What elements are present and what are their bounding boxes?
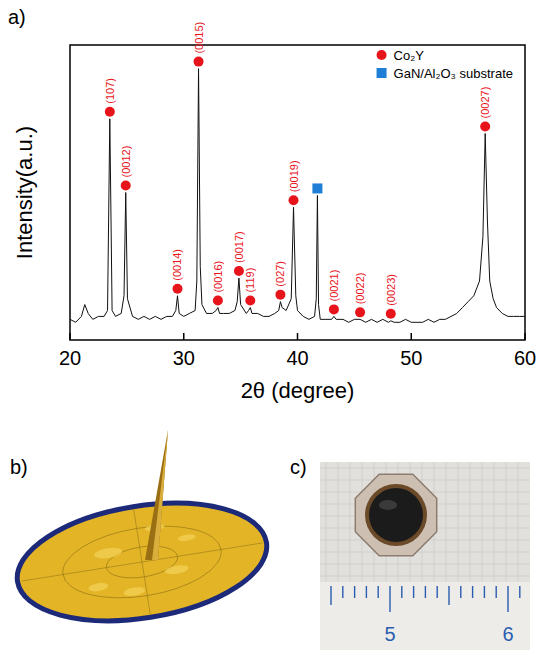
peak-label: (0014) — [171, 249, 183, 281]
peak-marker — [245, 296, 255, 306]
ruler-tick — [507, 586, 508, 612]
plot-area — [70, 57, 525, 323]
peak-marker — [172, 284, 182, 294]
peak-label: (0012) — [120, 146, 132, 178]
paper-grid — [320, 552, 530, 553]
peak-label: (0017) — [233, 231, 245, 263]
surface-texture — [177, 533, 196, 542]
surface-texture — [164, 564, 189, 576]
x-tick-label: 50 — [400, 347, 422, 369]
ruler-label: 6 — [502, 623, 513, 645]
peak-label: (0027) — [479, 87, 491, 119]
ruler-tick — [425, 586, 426, 598]
surface-texture — [94, 546, 123, 560]
surface-axis — [134, 509, 151, 616]
paper-grid — [320, 468, 530, 469]
x-tick — [524, 333, 526, 340]
panel-label: a) — [8, 6, 26, 28]
peak-label: (0021) — [328, 270, 340, 302]
peak-marker — [213, 296, 223, 306]
peak-label: (027) — [274, 261, 286, 287]
ruler-tick — [354, 586, 355, 598]
peak-marker — [275, 290, 285, 300]
legend-marker — [377, 50, 387, 60]
peak-marker — [355, 307, 365, 317]
surface-spike-highlight — [152, 430, 168, 560]
ruler-tick — [496, 586, 497, 598]
xrd-pattern — [70, 69, 525, 323]
ruler-tick — [484, 586, 485, 598]
legend-marker — [377, 68, 387, 78]
ruler — [320, 582, 530, 650]
photo: 56 — [320, 462, 530, 650]
panel-label: b) — [10, 456, 28, 478]
paper-grid — [320, 564, 530, 565]
surface-disc — [9, 487, 275, 637]
x-tick — [69, 333, 71, 340]
peak-label: (0016) — [212, 261, 224, 293]
peak-marker — [105, 107, 115, 117]
peak-marker — [312, 183, 322, 193]
ruler-tick — [413, 586, 414, 598]
ruler-tick — [366, 586, 367, 598]
y-axis-title: Intensity(a.u.) — [12, 126, 37, 259]
peak-marker — [329, 304, 339, 314]
peak-marker — [289, 195, 299, 205]
film-shine — [379, 500, 397, 510]
ruler-tick — [472, 586, 473, 598]
photo-paper — [320, 462, 530, 650]
paper-grid — [320, 480, 530, 481]
ruler-tick — [437, 586, 438, 598]
x-tick — [411, 333, 413, 340]
x-tick-label: 30 — [173, 347, 195, 369]
plot-frame — [70, 45, 525, 340]
ruler-tick — [460, 586, 461, 598]
paper-grid — [320, 576, 530, 577]
peak-marker — [386, 309, 396, 319]
ruler-tick — [330, 586, 331, 605]
peak-marker — [121, 181, 131, 191]
label-layer: (107) (0012) (0014) (0015) (0016) (0017) (119)… — [104, 22, 491, 306]
ruler-tick — [448, 586, 449, 605]
peak-label: (0023) — [385, 274, 397, 306]
x-tick-label: 40 — [286, 347, 308, 369]
peak-label: (119) — [244, 268, 256, 293]
surface-spike — [145, 430, 168, 560]
surface-texture — [88, 582, 109, 593]
ruler-tick — [519, 586, 520, 598]
peak-marker — [480, 122, 490, 132]
legend: Co₂Y GaN/Al₂O₃ substrate — [377, 48, 513, 81]
peak-label: (107) — [104, 78, 116, 104]
ruler-tick — [342, 586, 343, 598]
peak-label: (0019) — [288, 160, 300, 192]
surface-image — [9, 487, 275, 637]
substrate-piece — [355, 474, 436, 555]
figure: a) 20 30 40 50 60 2θ (degree) Intensity(a.u.) (1… — [0, 0, 546, 655]
x-tick — [297, 333, 299, 340]
peak-label: (0022) — [354, 273, 366, 305]
legend-label: Co₂Y — [394, 48, 425, 63]
film — [369, 488, 423, 542]
peak-marker — [194, 57, 204, 67]
panel-label: c) — [290, 456, 307, 478]
x-axis-title: 2θ (degree) — [241, 378, 355, 403]
ruler-label: 5 — [384, 623, 395, 645]
x-tick-label: 60 — [514, 347, 536, 369]
x-tick-label: 20 — [59, 347, 81, 369]
legend-label: GaN/Al₂O₃ substrate — [394, 66, 513, 81]
x-tick — [183, 333, 185, 340]
peak-label: (0015) — [193, 22, 205, 54]
surface-texture — [123, 586, 146, 597]
ruler-tick — [401, 586, 402, 598]
ruler-tick — [389, 586, 390, 612]
peak-marker — [234, 266, 244, 276]
ruler-tick — [378, 586, 379, 598]
film-rim — [365, 484, 427, 546]
